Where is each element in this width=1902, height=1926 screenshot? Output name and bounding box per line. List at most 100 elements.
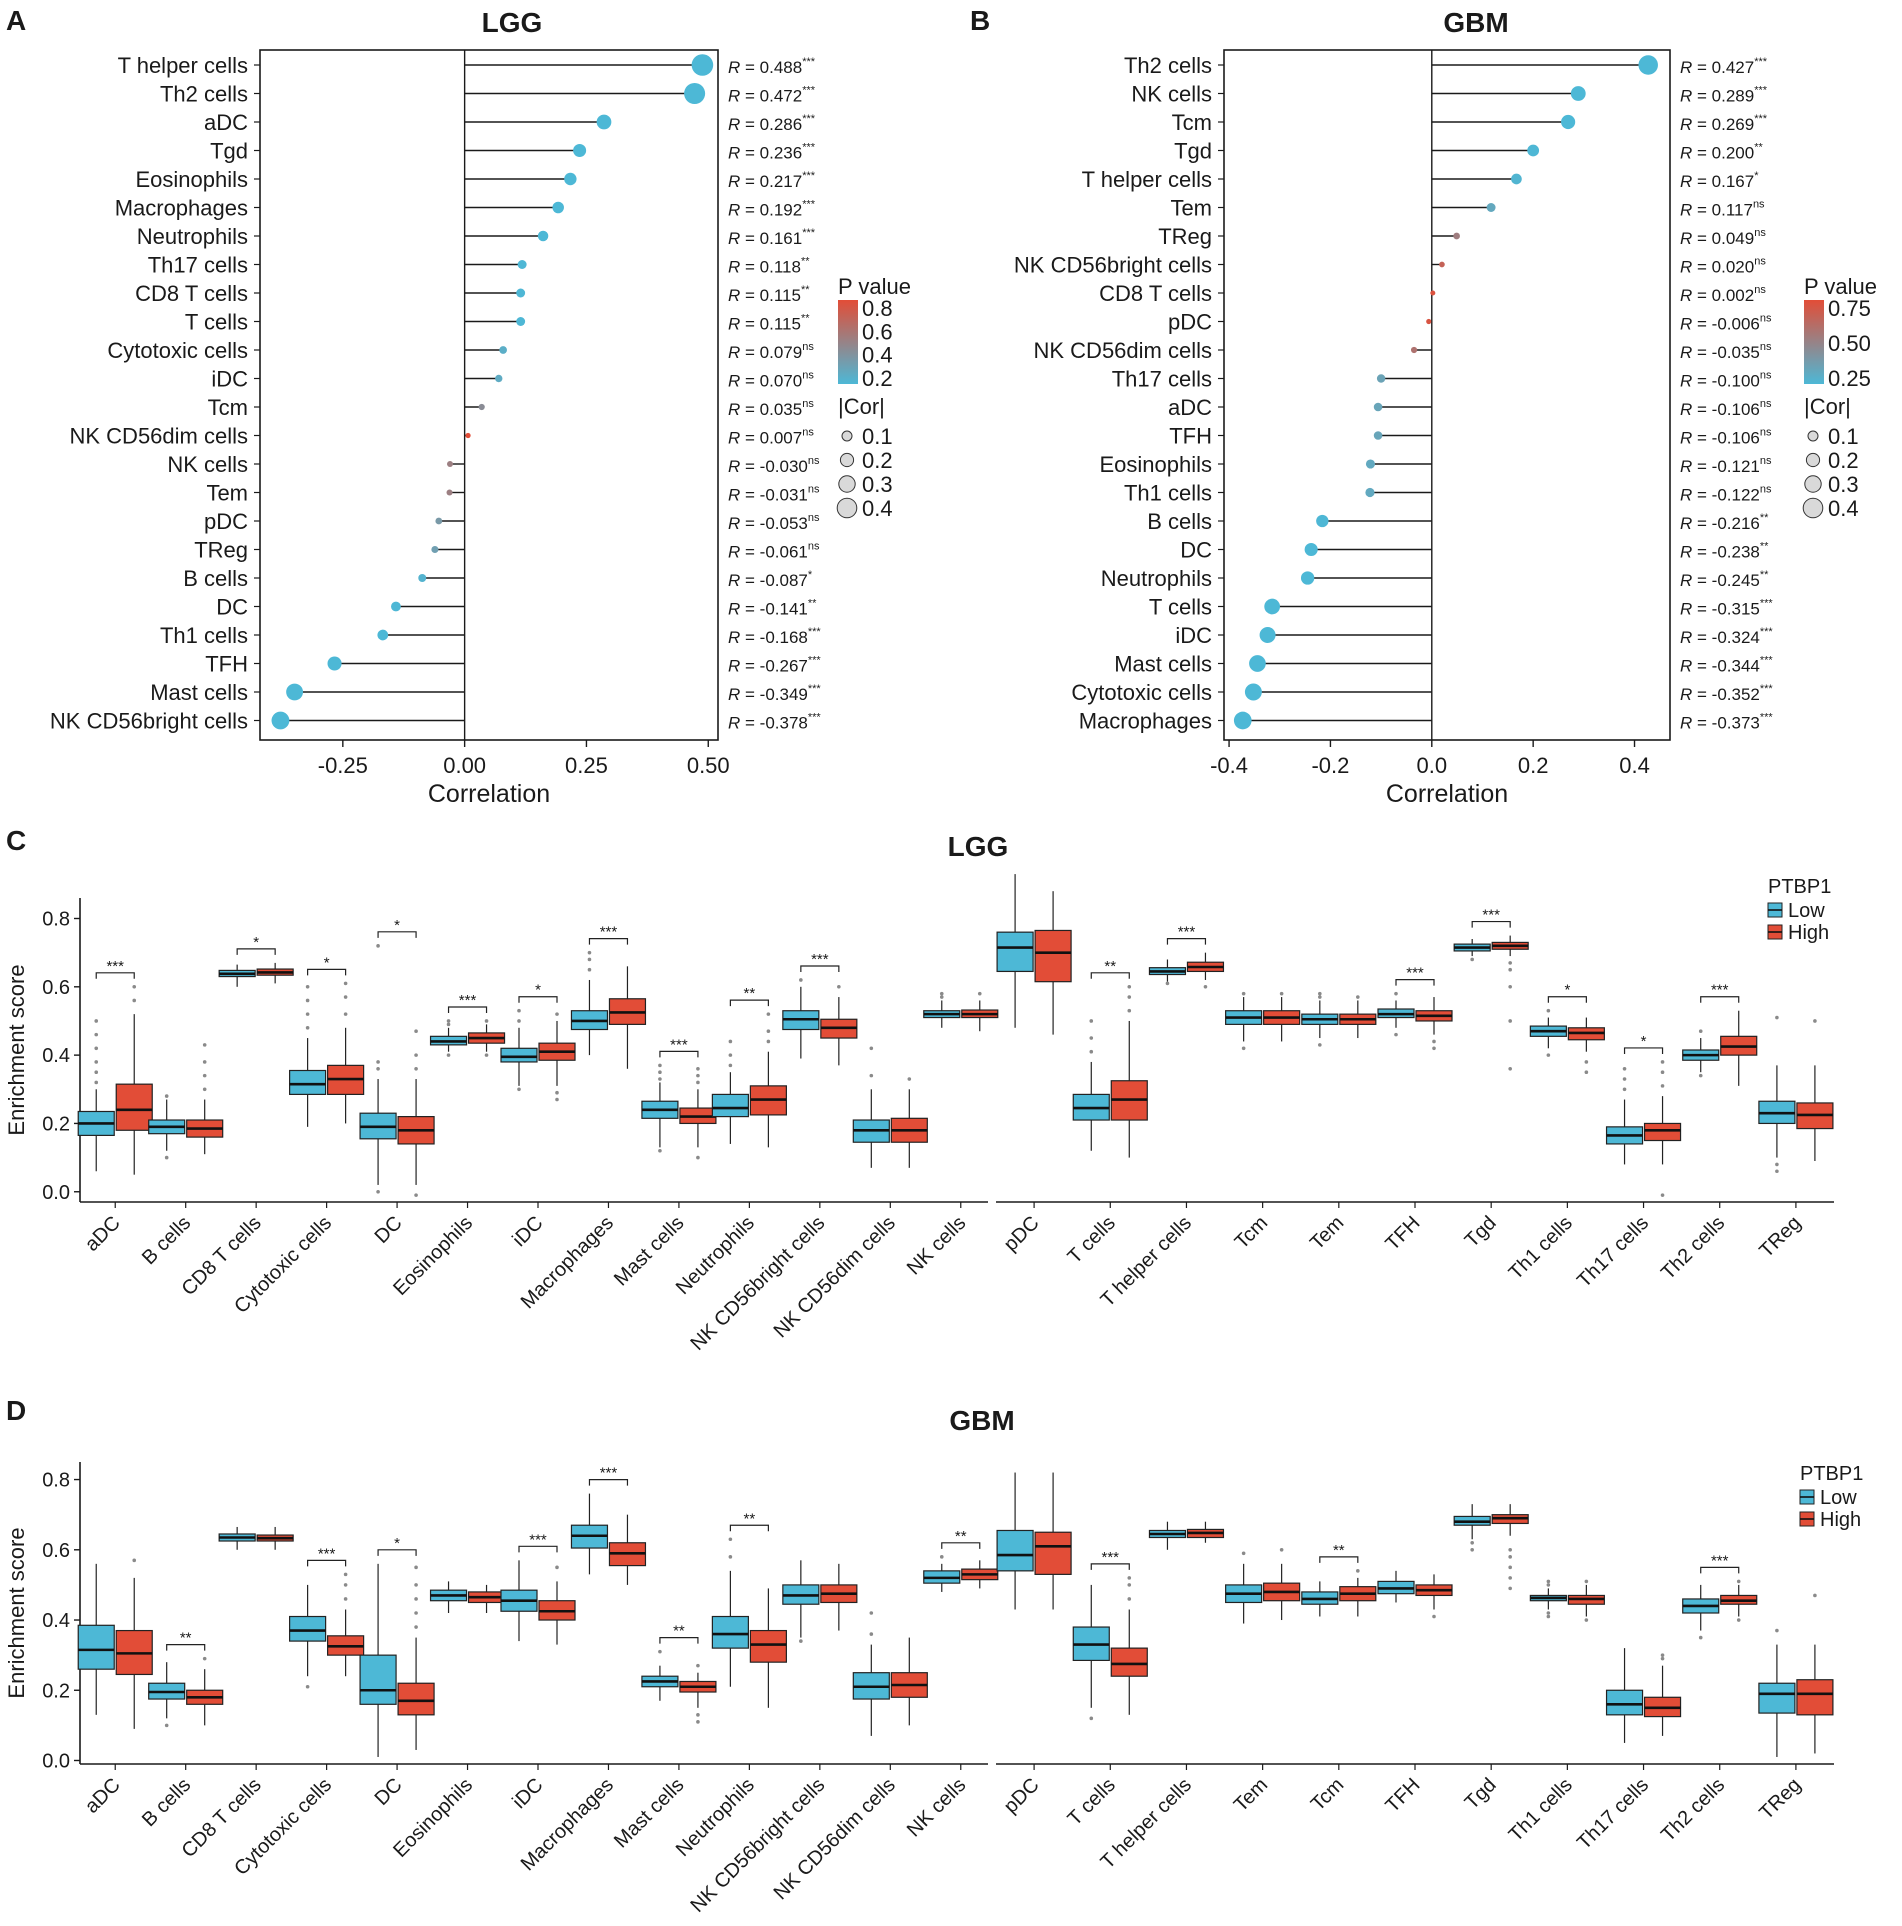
cor-size-key <box>836 497 858 519</box>
x-tick-label: T cells <box>1064 1774 1120 1830</box>
outlier-point <box>94 1046 99 1051</box>
y-tick-label: 0.0 <box>42 1182 70 1204</box>
pvalue-colorbar <box>1804 300 1824 384</box>
outlier-point <box>1660 1070 1665 1075</box>
r-annotation: R = -0.122ns <box>1680 484 1772 505</box>
lollipop-point <box>516 288 526 298</box>
outlier-point <box>202 1043 207 1047</box>
cell-label: T helper cells <box>1082 167 1212 192</box>
lollipop-point <box>1300 571 1315 585</box>
outlier-point <box>164 1155 169 1160</box>
r-annotation: R = 0.200** <box>1680 142 1763 163</box>
outlier-point <box>977 991 982 996</box>
r-annotation: R = -0.216** <box>1680 512 1769 533</box>
outlier-point <box>728 1053 733 1057</box>
r-annotation: R = -0.141** <box>728 598 817 619</box>
outlier-point <box>1622 1066 1627 1071</box>
outlier-point <box>869 1073 874 1078</box>
legend-label-low: Low <box>1820 1487 1857 1509</box>
r-annotation: R = -0.373*** <box>1680 712 1773 733</box>
lollipop-point <box>271 711 290 730</box>
outlier-point <box>869 1632 874 1636</box>
cell-label: Tgd <box>210 139 248 164</box>
cell-label: iDC <box>1175 623 1212 648</box>
outlier-point <box>1241 991 1246 996</box>
outlier-point <box>658 1070 662 1075</box>
x-tick-label: 0.00 <box>443 753 486 778</box>
significance-bracket <box>1395 979 1435 986</box>
plot-frame <box>1223 49 1671 741</box>
legend-pvalue-title: P value <box>1804 274 1877 299</box>
box <box>996 931 1034 973</box>
outlier-point <box>1089 1716 1094 1721</box>
x-tick-label: Tcm <box>1307 1774 1348 1815</box>
lollipop-point <box>446 489 453 496</box>
outlier-point <box>1127 1008 1132 1013</box>
y-tick-label: 0.4 <box>42 1045 70 1067</box>
cell-label: T cells <box>1149 595 1212 620</box>
x-tick-label: TReg <box>1755 1774 1805 1824</box>
r-annotation: R = -0.378*** <box>728 712 821 733</box>
cor-tick-label: 0.2 <box>862 448 893 473</box>
outlier-point <box>555 1012 559 1016</box>
x-tick-label: Tcm <box>1231 1212 1272 1253</box>
x-tick-label: Th17 cells <box>1573 1212 1653 1292</box>
outlier-point <box>1698 1029 1703 1034</box>
outlier-point <box>1203 985 1208 989</box>
outlier-point <box>658 1148 662 1153</box>
outlier-point <box>1508 1547 1512 1552</box>
y-tick-label: 0.4 <box>42 1610 70 1632</box>
outlier-point <box>696 1066 700 1071</box>
cell-label: Th1 cells <box>1124 481 1212 506</box>
r-annotation: R = -0.267*** <box>728 655 821 676</box>
outlier-point <box>1660 1084 1665 1088</box>
significance-stars: *** <box>811 951 829 968</box>
significance-bracket <box>659 1050 699 1058</box>
outlier-point <box>1736 1618 1741 1622</box>
y-tick-label: 0.2 <box>42 1680 70 1702</box>
lollipop-point <box>1527 144 1540 157</box>
cell-label: aDC <box>204 110 248 135</box>
significance-bracket <box>729 1524 769 1532</box>
outlier-point <box>658 1077 662 1081</box>
outlier-point <box>1127 1597 1132 1601</box>
outlier-point <box>484 1019 489 1023</box>
lollipop-point <box>1365 459 1376 469</box>
legend-cor-title: |Cor| <box>1804 394 1851 419</box>
outlier-point <box>94 1080 99 1085</box>
outlier-point <box>1241 1551 1246 1556</box>
cell-label: Macrophages <box>1079 709 1212 734</box>
outlier-point <box>1622 1077 1627 1081</box>
outlier-point <box>1241 1046 1246 1051</box>
y-tick-label: 0.6 <box>42 1540 70 1562</box>
box <box>289 1069 327 1096</box>
outlier-point <box>202 1656 207 1661</box>
significance-stars: ** <box>180 1630 192 1647</box>
outlier-point <box>939 991 944 996</box>
r-annotation: R = -0.121ns <box>1680 455 1772 476</box>
outlier-point <box>343 981 348 986</box>
r-annotation: R = 0.236*** <box>728 142 816 163</box>
r-annotation: R = -0.100ns <box>1680 370 1772 391</box>
x-tick-label: 0.4 <box>1619 753 1650 778</box>
lollipop-point <box>1304 542 1318 557</box>
outlier-point <box>414 1053 418 1057</box>
box <box>77 1624 115 1670</box>
panel-b-lollipop: Th2 cells R = 0.427*** NK cells R = 0.289**… <box>1014 49 1877 808</box>
x-tick-label: Tem <box>1230 1774 1272 1816</box>
significance-bracket <box>1090 972 1130 979</box>
x-tick-label: NK cells <box>903 1774 970 1841</box>
significance-stars: * <box>1641 1033 1647 1050</box>
outlier-point <box>343 1572 348 1577</box>
cell-label: Th2 cells <box>1124 53 1212 78</box>
lollipop-point <box>1486 203 1496 212</box>
outlier-point <box>343 995 348 999</box>
outlier-point <box>1508 961 1512 965</box>
x-tick-label: Th1 cells <box>1505 1212 1577 1284</box>
plot-frame <box>259 49 719 741</box>
cell-label: Tem <box>1170 196 1212 221</box>
box <box>1643 1122 1682 1142</box>
lollipop-point <box>435 517 443 525</box>
outlier-point <box>1698 1635 1703 1640</box>
